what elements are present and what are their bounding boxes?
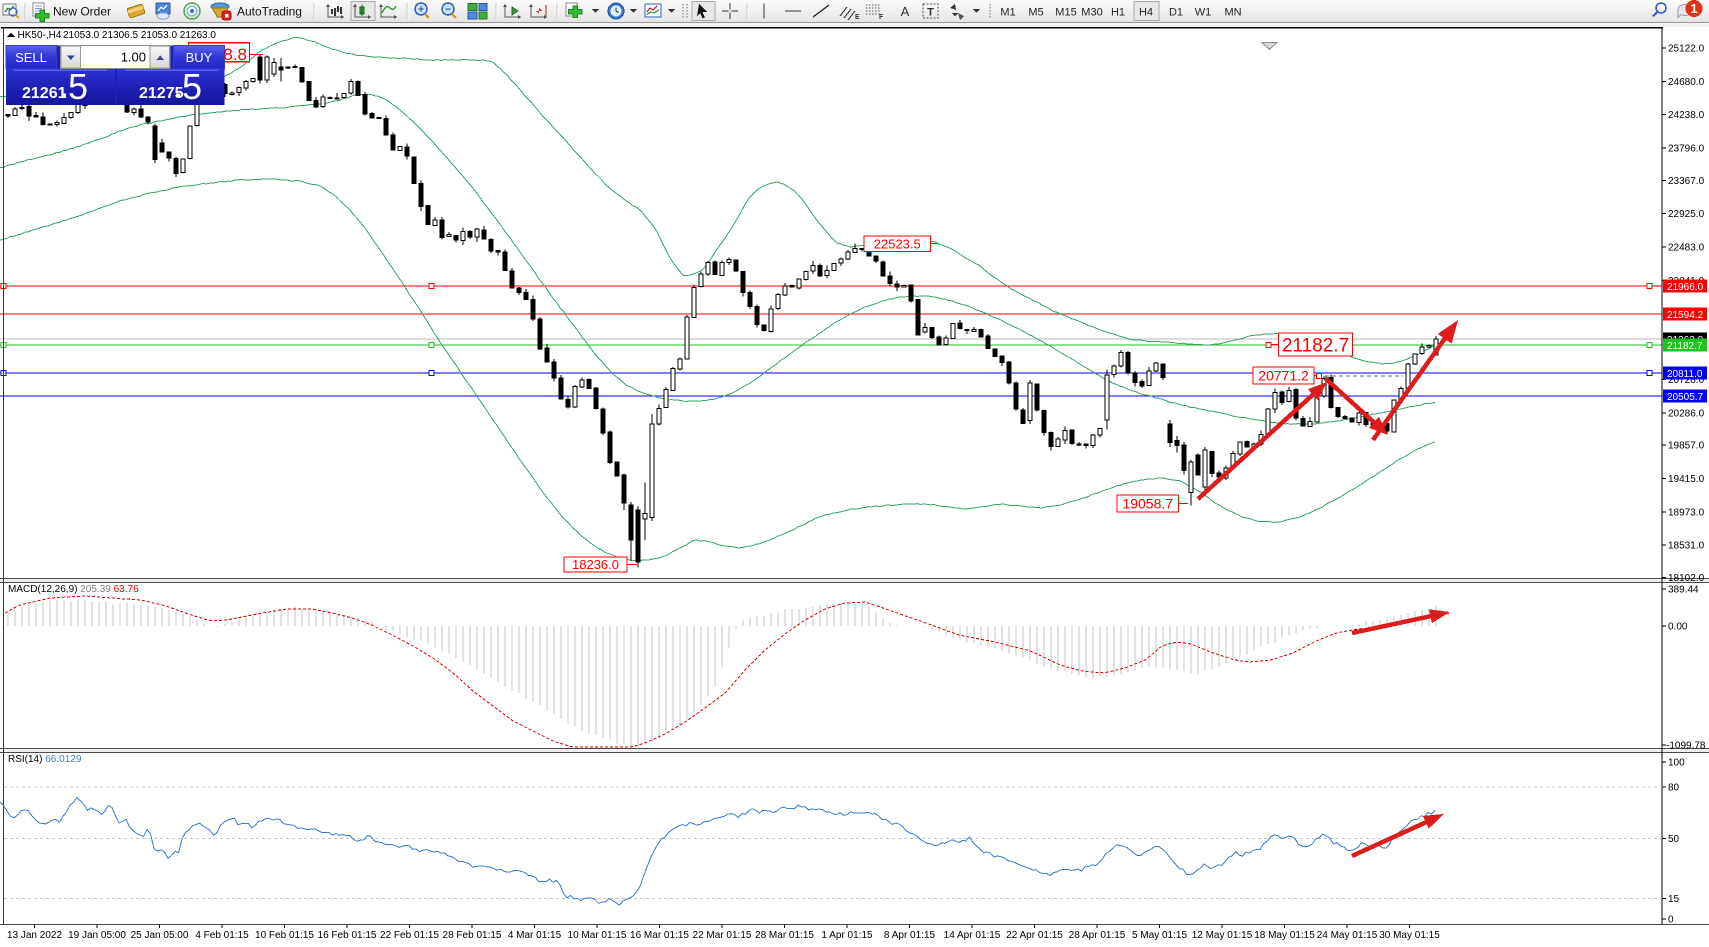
- svg-text:20728.0: 20728.0: [1668, 375, 1705, 386]
- svg-text:389.44: 389.44: [1668, 585, 1699, 596]
- svg-text:F: F: [879, 14, 884, 21]
- svg-text:21053.0 21306.5 21053.0 21263.: 21053.0 21306.5 21053.0 21263.0: [63, 30, 216, 41]
- svg-text:SELL: SELL: [15, 50, 47, 65]
- svg-text:14 Apr 01:15: 14 Apr 01:15: [944, 930, 1001, 941]
- svg-text:−: −: [445, 5, 451, 16]
- svg-text:18102.0: 18102.0: [1668, 573, 1705, 584]
- svg-text:5: 5: [68, 66, 88, 107]
- svg-text:M30: M30: [1081, 7, 1102, 19]
- svg-text:D1: D1: [1169, 7, 1183, 19]
- svg-text:30 May 01:15: 30 May 01:15: [1379, 930, 1440, 941]
- svg-text:M15: M15: [1055, 7, 1076, 19]
- svg-text:HK50-,H4: HK50-,H4: [18, 30, 62, 41]
- svg-text:21261: 21261: [22, 85, 67, 102]
- svg-text:19058.7: 19058.7: [1122, 496, 1173, 512]
- svg-text:5: 5: [182, 66, 202, 107]
- svg-text:0: 0: [1668, 915, 1674, 926]
- svg-text:25122.0: 25122.0: [1668, 44, 1705, 55]
- svg-text:22523.5: 22523.5: [874, 236, 921, 251]
- svg-text:20811.0: 20811.0: [1667, 369, 1703, 380]
- svg-text:15: 15: [1668, 894, 1680, 905]
- svg-text:22 Mar 01:15: 22 Mar 01:15: [693, 930, 752, 941]
- svg-text:T: T: [927, 7, 934, 19]
- svg-text:RSI(14) 66.0129: RSI(14) 66.0129: [8, 754, 82, 765]
- svg-text:18531.0: 18531.0: [1668, 541, 1705, 552]
- svg-text:8 Apr 01:15: 8 Apr 01:15: [884, 930, 936, 941]
- svg-text:13 Jan 2022: 13 Jan 2022: [7, 930, 62, 941]
- svg-text:21275: 21275: [139, 85, 184, 102]
- svg-text:21966.0: 21966.0: [1667, 282, 1704, 293]
- svg-text:E: E: [855, 14, 860, 21]
- svg-text:W1: W1: [1195, 7, 1212, 19]
- svg-text:22 Apr 01:15: 22 Apr 01:15: [1006, 930, 1063, 941]
- svg-text:MN: MN: [1224, 7, 1241, 19]
- svg-text:BUY: BUY: [186, 50, 213, 65]
- svg-text:5 May 01:15: 5 May 01:15: [1132, 930, 1187, 941]
- svg-text:M1: M1: [1000, 7, 1015, 19]
- svg-text:18973.0: 18973.0: [1668, 507, 1705, 518]
- svg-text:8.8: 8.8: [223, 45, 247, 64]
- svg-text:19 Jan 05:00: 19 Jan 05:00: [68, 930, 126, 941]
- svg-text:20286.0: 20286.0: [1668, 408, 1705, 419]
- svg-text:10 Feb 01:15: 10 Feb 01:15: [255, 930, 314, 941]
- svg-text:22925.0: 22925.0: [1668, 209, 1705, 220]
- svg-text:12 May 01:15: 12 May 01:15: [1192, 930, 1253, 941]
- svg-text:M5: M5: [1028, 7, 1043, 19]
- svg-text:4 Feb 01:15: 4 Feb 01:15: [195, 930, 249, 941]
- svg-text:18236.0: 18236.0: [572, 557, 619, 572]
- svg-text:22 Feb 01:15: 22 Feb 01:15: [380, 930, 439, 941]
- svg-text:24680.0: 24680.0: [1668, 77, 1705, 88]
- svg-text:21594.2: 21594.2: [1667, 310, 1704, 321]
- svg-text:80: 80: [1668, 783, 1680, 794]
- svg-text:16 Mar 01:15: 16 Mar 01:15: [630, 930, 689, 941]
- svg-text:28 Feb 01:15: 28 Feb 01:15: [443, 930, 502, 941]
- svg-text:21182.7: 21182.7: [1282, 335, 1349, 356]
- svg-text:24238.0: 24238.0: [1668, 110, 1705, 121]
- svg-text:24 May 01:15: 24 May 01:15: [1317, 930, 1378, 941]
- svg-text:23367.0: 23367.0: [1668, 176, 1705, 187]
- svg-text:21182.7: 21182.7: [1667, 341, 1703, 352]
- svg-text:A: A: [901, 4, 910, 19]
- svg-text:50: 50: [1668, 834, 1680, 845]
- svg-text:23796.0: 23796.0: [1668, 144, 1705, 155]
- svg-text:MACD(12,26,9) 205.39 63.76: MACD(12,26,9) 205.39 63.76: [8, 584, 139, 595]
- svg-text:1: 1: [1690, 1, 1697, 16]
- svg-text:100: 100: [1668, 758, 1685, 769]
- svg-text:AutoTrading: AutoTrading: [237, 5, 302, 19]
- svg-text:19857.0: 19857.0: [1668, 441, 1705, 452]
- svg-text:0.00: 0.00: [1668, 622, 1688, 633]
- svg-text:New Order: New Order: [53, 5, 111, 19]
- svg-text:28 Mar 01:15: 28 Mar 01:15: [755, 930, 814, 941]
- svg-text:20771.2: 20771.2: [1258, 368, 1309, 384]
- svg-text:+: +: [418, 5, 424, 16]
- svg-text:-1099.78: -1099.78: [1666, 741, 1706, 752]
- svg-text:19415.0: 19415.0: [1668, 474, 1705, 485]
- svg-text:18 May 01:15: 18 May 01:15: [1254, 930, 1315, 941]
- svg-text:20505.7: 20505.7: [1667, 392, 1704, 403]
- svg-text:10 Mar 01:15: 10 Mar 01:15: [568, 930, 627, 941]
- svg-text:1.00: 1.00: [121, 50, 146, 65]
- svg-text:28 Apr 01:15: 28 Apr 01:15: [1069, 930, 1126, 941]
- svg-text:25 Jan 05:00: 25 Jan 05:00: [131, 930, 189, 941]
- svg-text:H1: H1: [1111, 7, 1125, 19]
- svg-text:22483.0: 22483.0: [1668, 243, 1705, 254]
- svg-text:16 Feb 01:15: 16 Feb 01:15: [318, 930, 377, 941]
- svg-text:H4: H4: [1139, 7, 1153, 19]
- svg-text:4 Mar 01:15: 4 Mar 01:15: [508, 930, 562, 941]
- svg-text:1 Apr 01:15: 1 Apr 01:15: [821, 930, 873, 941]
